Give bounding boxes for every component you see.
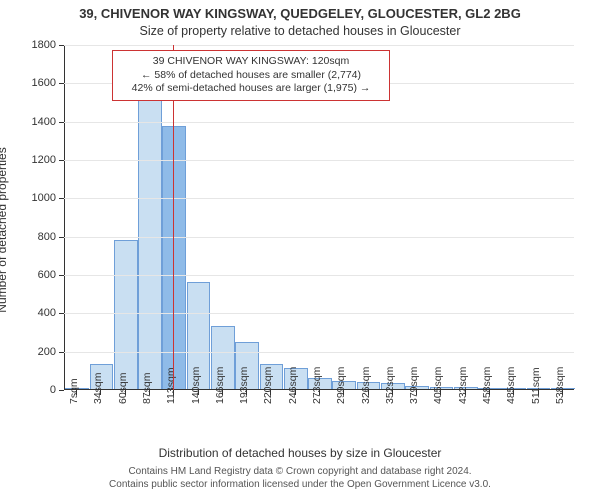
y-tick: [59, 352, 64, 353]
y-tick: [59, 122, 64, 123]
gridline: [64, 237, 574, 238]
y-tick: [59, 390, 64, 391]
y-tick: [59, 198, 64, 199]
attribution-text: Contains HM Land Registry data © Crown c…: [0, 466, 600, 491]
chart-title: 39, CHIVENOR WAY KINGSWAY, QUEDGELEY, GL…: [0, 6, 600, 21]
y-tick-label: 1200: [24, 154, 56, 166]
y-tick-label: 1800: [24, 39, 56, 51]
y-tick-label: 600: [24, 269, 56, 281]
y-tick: [59, 160, 64, 161]
gridline: [64, 45, 574, 46]
y-tick-label: 0: [24, 384, 56, 396]
y-tick-label: 800: [24, 231, 56, 243]
chart-container: 39, CHIVENOR WAY KINGSWAY, QUEDGELEY, GL…: [0, 0, 600, 500]
y-tick-label: 400: [24, 307, 56, 319]
gridline: [64, 160, 574, 161]
gridline: [64, 352, 574, 353]
annotation-line: 42% of semi-detached houses are larger (…: [119, 82, 383, 96]
y-tick: [59, 83, 64, 84]
annotation-line: ← 58% of detached houses are smaller (2,…: [119, 69, 383, 83]
y-axis-label: Number of detached properties: [0, 65, 9, 230]
histogram-bar: [162, 126, 186, 389]
gridline: [64, 122, 574, 123]
histogram-bar: [138, 67, 162, 389]
y-tick-label: 1600: [24, 77, 56, 89]
annotation-box: 39 CHIVENOR WAY KINGSWAY: 120sqm← 58% of…: [112, 50, 390, 101]
y-tick-label: 1400: [24, 116, 56, 128]
y-tick-label: 1000: [24, 192, 56, 204]
gridline: [64, 313, 574, 314]
y-tick: [59, 275, 64, 276]
chart-subtitle: Size of property relative to detached ho…: [0, 24, 600, 38]
annotation-line: 39 CHIVENOR WAY KINGSWAY: 120sqm: [119, 55, 383, 69]
y-tick: [59, 237, 64, 238]
attribution-line: Contains HM Land Registry data © Crown c…: [0, 466, 600, 479]
x-axis-label: Distribution of detached houses by size …: [0, 446, 600, 460]
gridline: [64, 275, 574, 276]
y-tick: [59, 313, 64, 314]
y-tick-label: 200: [24, 346, 56, 358]
gridline: [64, 198, 574, 199]
attribution-line: Contains public sector information licen…: [0, 479, 600, 492]
y-tick: [59, 45, 64, 46]
